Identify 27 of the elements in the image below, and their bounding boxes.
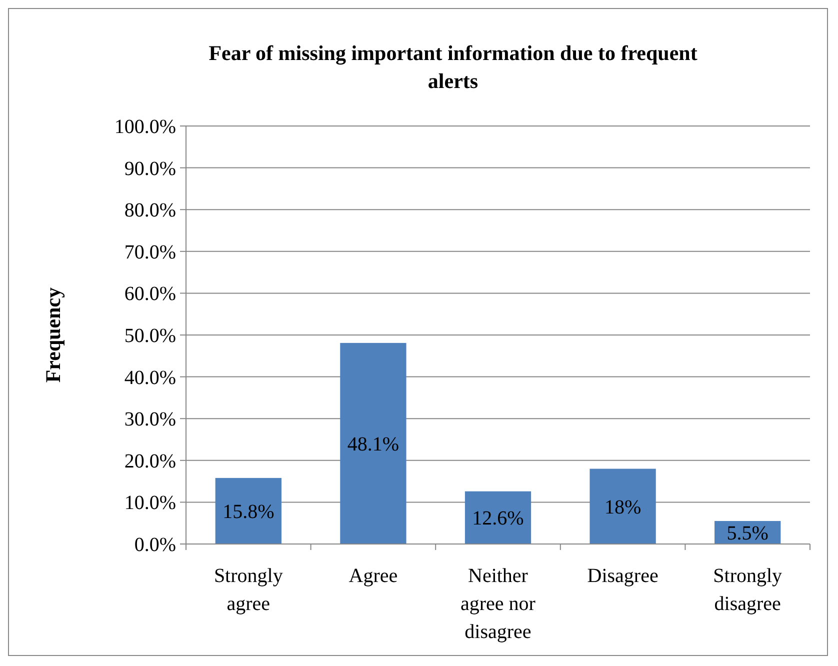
data-label: 48.1% — [347, 433, 400, 456]
y-tick-label: 30.0% — [124, 408, 176, 431]
chart-title: Fear of missing important information due to frequent alerts — [208, 41, 698, 93]
data-label: 15.8% — [222, 500, 274, 523]
y-tick-label: 40.0% — [124, 366, 176, 389]
y-tick-label: 80.0% — [124, 200, 176, 222]
y-axis-title: Frequency — [41, 286, 65, 383]
y-tick-label: 100.0% — [114, 116, 176, 138]
x-tick-label: Agree — [348, 565, 398, 587]
bar — [464, 491, 532, 544]
bar — [340, 342, 406, 544]
x-tick-label: Strongly agree — [214, 565, 283, 615]
x-tick-label: Neither agree nor disagree — [460, 565, 536, 643]
x-tick-label: Strongly disagree — [713, 565, 782, 615]
data-label: 5.5% — [726, 522, 768, 545]
y-tick-label: 50.0% — [124, 325, 176, 347]
y-tick-label: 60.0% — [124, 283, 176, 306]
y-tick-label: 0.0% — [134, 534, 176, 556]
data-label: 12.6% — [472, 508, 524, 530]
x-tick-label: Disagree — [587, 565, 658, 587]
bar — [590, 468, 656, 544]
data-label: 18% — [604, 496, 642, 518]
y-tick-label: 20.0% — [124, 450, 176, 472]
y-tick-label: 10.0% — [124, 492, 176, 514]
y-tick-label: 90.0% — [124, 158, 176, 180]
y-tick-label: 70.0% — [124, 241, 176, 264]
bar — [215, 478, 282, 544]
